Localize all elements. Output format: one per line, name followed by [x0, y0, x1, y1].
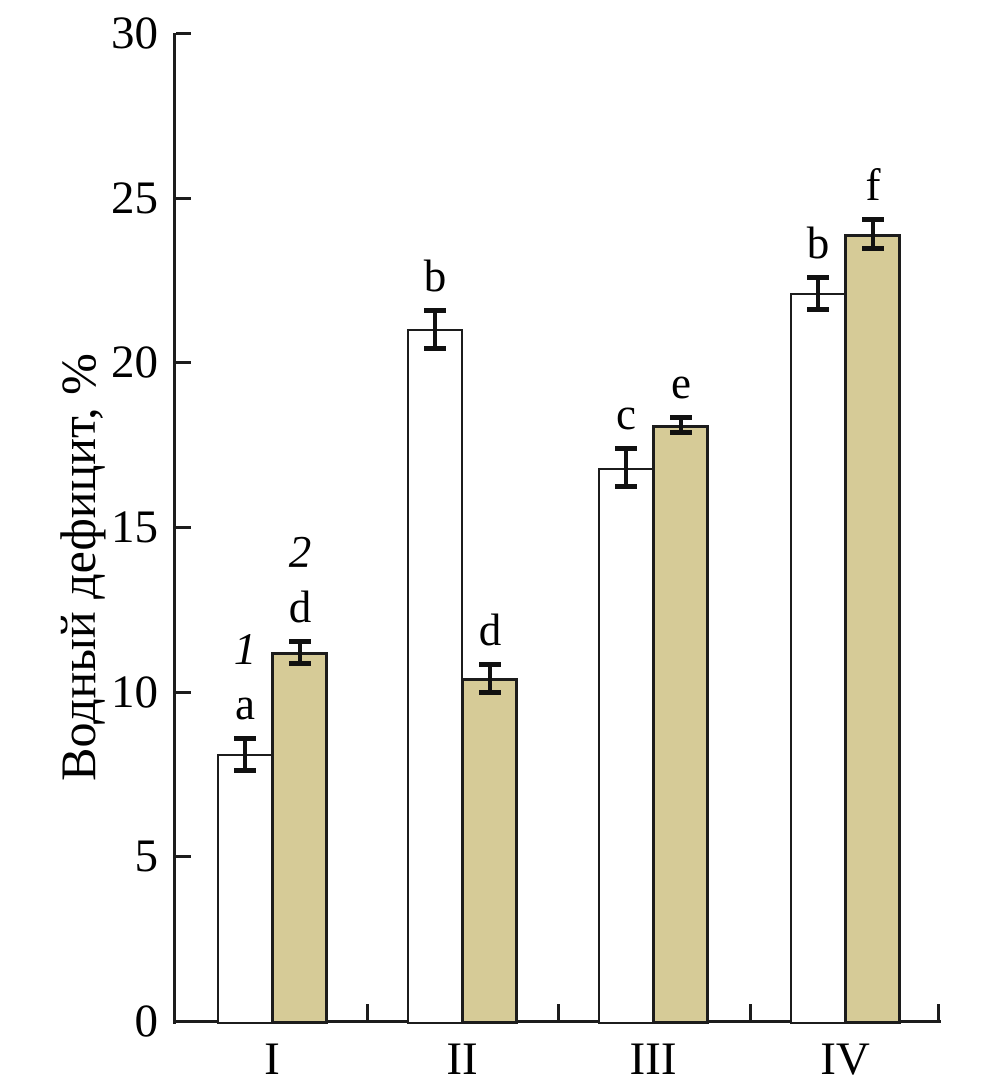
error-bar-cap-bottom-II-s2 [479, 690, 501, 696]
error-bar-stem-II-s2 [488, 663, 492, 694]
significance-letter-IV-s1: b [806, 217, 830, 268]
error-bar-stem-III-s2 [679, 416, 683, 434]
error-bar-cap-bottom-I-s1 [234, 767, 256, 773]
x-tick-1 [366, 1004, 369, 1022]
bar-IV-series2 [844, 233, 901, 1024]
error-bar-stem-I-s1 [243, 737, 247, 771]
significance-letter-III-s2: e [671, 357, 691, 408]
error-bar-cap-top-III-s1 [615, 445, 637, 451]
error-bar-cap-top-IV-s2 [862, 217, 884, 223]
error-bar-cap-bottom-IV-s1 [807, 306, 829, 312]
significance-letter-IV-s2: f [865, 160, 881, 211]
y-tick-label-25: 25 [111, 171, 158, 224]
y-tick-5 [176, 855, 191, 859]
y-tick-30 [176, 32, 191, 35]
bar-III-series1 [598, 467, 654, 1024]
series-1-label: 1 [233, 623, 257, 674]
bar-II-series2 [461, 678, 518, 1024]
x-tick-4 [937, 1004, 940, 1022]
series-2-label: 2 [288, 526, 312, 577]
bar-IV-series1 [790, 293, 846, 1024]
error-bar-cap-bottom-III-s2 [670, 430, 692, 436]
y-tick-label-5: 5 [134, 830, 159, 883]
y-tick-15 [176, 526, 191, 529]
x-tick-3 [749, 1004, 752, 1022]
error-bar-cap-top-I-s2 [289, 638, 311, 644]
y-tick-label-0: 0 [134, 995, 159, 1047]
error-bar-stem-I-s2 [298, 640, 302, 664]
y-tick-25 [176, 196, 191, 200]
significance-letter-I-s2: d [288, 581, 312, 632]
y-tick-label-15: 15 [111, 501, 158, 553]
error-bar-cap-top-III-s2 [670, 414, 692, 420]
significance-letter-II-s2: d [478, 604, 502, 655]
y-tick-0 [176, 1020, 191, 1023]
error-bar-cap-top-II-s1 [424, 307, 446, 313]
error-bar-stem-III-s1 [624, 447, 628, 488]
y-tick-label-30: 30 [111, 7, 158, 59]
category-label-I: I [264, 1033, 280, 1085]
error-bar-stem-IV-s1 [816, 276, 820, 310]
error-bar-cap-top-II-s2 [479, 661, 501, 667]
y-tick-20 [176, 361, 191, 365]
category-label-III: III [629, 1033, 677, 1085]
error-bar-cap-top-I-s1 [234, 735, 256, 741]
significance-letter-II-s1: b [423, 250, 447, 301]
y-tick-10 [176, 690, 191, 694]
category-label-IV: IV [820, 1033, 870, 1085]
bar-III-series2 [652, 424, 709, 1024]
error-bar-cap-bottom-II-s1 [424, 346, 446, 352]
error-bar-stem-II-s1 [433, 309, 437, 350]
significance-letter-I-s1: a [235, 678, 255, 729]
category-label-II: II [446, 1033, 478, 1085]
error-bar-cap-bottom-III-s1 [615, 484, 637, 490]
error-bar-cap-top-IV-s1 [807, 274, 829, 280]
bar-II-series1 [407, 329, 463, 1024]
error-bar-cap-bottom-IV-s2 [862, 245, 884, 251]
bar-I-series1 [217, 754, 273, 1024]
x-tick-2 [557, 1004, 560, 1022]
y-tick-label-10: 10 [111, 665, 158, 718]
y-axis-line [173, 33, 176, 1024]
y-tick-label-20: 20 [111, 336, 158, 389]
bar-I-series2 [271, 652, 328, 1024]
significance-letter-III-s1: c [616, 388, 636, 439]
y-axis-title: Водный дефицит, % [50, 353, 106, 781]
error-bar-cap-bottom-I-s2 [289, 660, 311, 666]
error-bar-stem-IV-s2 [871, 219, 875, 249]
